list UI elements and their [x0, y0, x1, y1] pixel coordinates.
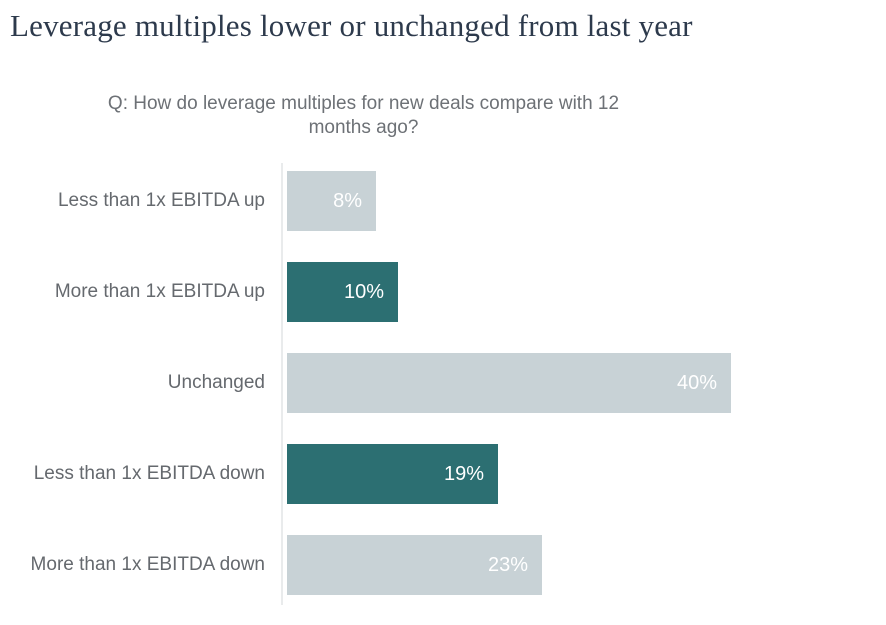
plot-area-segment: 23% [281, 527, 886, 605]
bar-less-than-1x-up: 8% [287, 171, 376, 231]
category-label: More than 1x EBITDA up [54, 281, 265, 302]
bar-unchanged: 40% [287, 353, 731, 413]
horizontal-bar-chart: Less than 1x EBITDA up 8% More than 1x E… [0, 163, 886, 605]
category-label: More than 1x EBITDA down [30, 554, 265, 575]
plot-area-segment: 40% [281, 345, 886, 436]
category-label: Less than 1x EBITDA down [33, 463, 265, 484]
category-label: Less than 1x EBITDA up [57, 190, 265, 211]
chart-question-subtitle: Q: How do leverage multiples for new dea… [0, 92, 727, 140]
bar-row-more-than-1x-up: More than 1x EBITDA up 10% [0, 254, 886, 345]
plot-area-segment: 19% [281, 436, 886, 527]
bar-more-than-1x-up: 10% [287, 262, 398, 322]
chart-question-line-2: months ago? [308, 117, 419, 138]
chart-question-line-1: Q: How do leverage multiples for new dea… [107, 93, 620, 114]
plot-area-segment: 10% [281, 254, 886, 345]
bar-row-unchanged: Unchanged 40% [0, 345, 886, 436]
bar-less-than-1x-down: 19% [287, 444, 498, 504]
page-title: Leverage multiples lower or unchanged fr… [10, 8, 693, 43]
bar-row-less-than-1x-up: Less than 1x EBITDA up 8% [0, 163, 886, 254]
bar-value-label: 23% [487, 553, 528, 576]
category-label: Unchanged [167, 372, 265, 393]
bar-value-label: 19% [443, 462, 484, 485]
bar-value-label: 8% [333, 189, 362, 212]
plot-area-segment: 8% [281, 163, 886, 254]
bar-row-more-than-1x-down: More than 1x EBITDA down 23% [0, 527, 886, 605]
bar-value-label: 10% [343, 280, 384, 303]
bar-value-label: 40% [676, 371, 717, 394]
bar-row-less-than-1x-down: Less than 1x EBITDA down 19% [0, 436, 886, 527]
bar-more-than-1x-down: 23% [287, 535, 542, 595]
